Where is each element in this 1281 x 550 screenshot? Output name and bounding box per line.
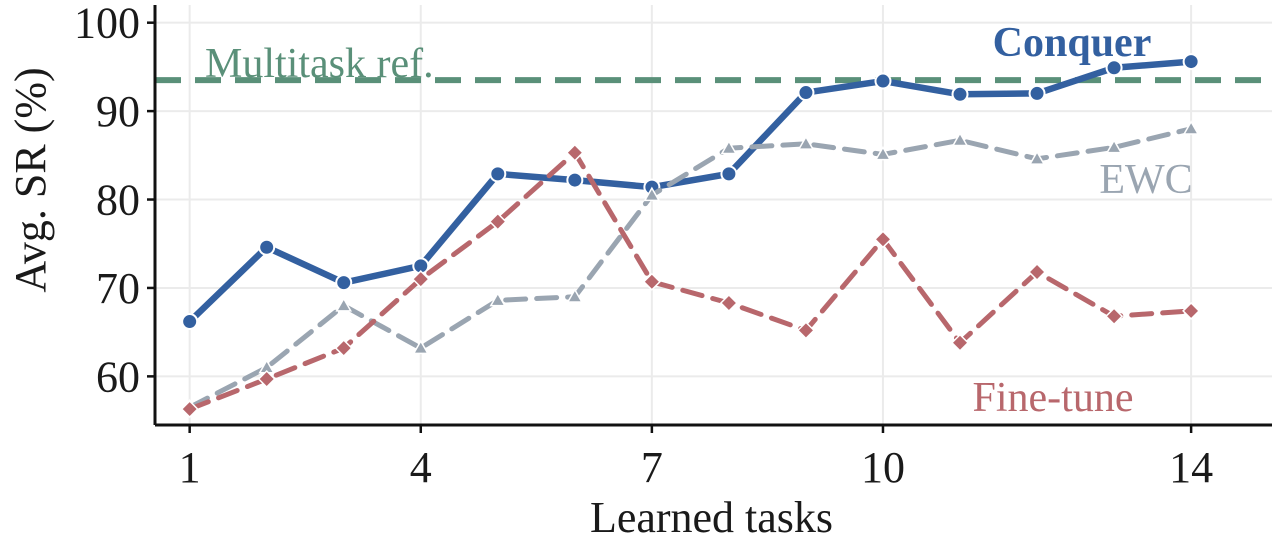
data-point-ewc <box>489 291 507 307</box>
data-point-ewc <box>1028 150 1046 165</box>
series-conquer <box>181 53 1200 331</box>
data-point-fine-tune <box>1182 301 1201 320</box>
y-tick-label: 60 <box>96 352 140 401</box>
series-line-fine-tune <box>187 150 1194 412</box>
data-point-fine-tune <box>796 321 816 340</box>
data-point-conquer <box>874 72 892 90</box>
axes <box>147 5 1272 433</box>
series-group <box>180 53 1201 419</box>
data-point-fine-tune <box>257 369 276 389</box>
data-point-ewc <box>720 139 738 155</box>
data-point-ewc <box>951 131 969 147</box>
data-point-fine-tune <box>180 400 199 419</box>
data-point-conquer <box>566 171 584 189</box>
series-label-conquer: Conquer <box>993 20 1152 66</box>
data-point-ewc <box>566 288 584 303</box>
data-point-ewc <box>874 145 892 161</box>
series-line-ewc <box>187 126 1194 410</box>
data-point-fine-tune <box>334 339 353 358</box>
data-point-ewc <box>412 339 430 355</box>
data-point-conquer <box>797 84 815 102</box>
data-point-fine-tune <box>1027 262 1047 282</box>
series-line-conquer <box>186 58 1195 325</box>
x-tick-label: 14 <box>1169 443 1213 492</box>
data-point-fine-tune <box>565 143 584 162</box>
x-tick-label: 7 <box>641 443 663 492</box>
series-ewc <box>181 120 1200 414</box>
data-point-fine-tune <box>719 293 738 313</box>
y-tick-label: 70 <box>96 264 140 313</box>
data-point-fine-tune <box>950 333 970 352</box>
data-point-ewc <box>335 297 353 312</box>
data-point-conquer <box>258 238 276 256</box>
y-axis-title: Avg. SR (%) <box>6 67 55 292</box>
data-point-ewc <box>1105 138 1123 154</box>
data-point-fine-tune <box>411 270 430 289</box>
x-tick-label: 1 <box>179 443 201 492</box>
data-point-fine-tune <box>488 212 507 231</box>
x-tick-label: 4 <box>410 443 432 492</box>
y-tick-label: 80 <box>96 176 140 225</box>
data-point-fine-tune <box>642 272 661 291</box>
series-fine-tune <box>180 143 1201 419</box>
y-tick-label: 90 <box>96 87 140 136</box>
data-point-conquer <box>1182 53 1200 71</box>
data-point-conquer <box>1028 84 1046 102</box>
data-point-fine-tune <box>873 230 893 249</box>
data-point-conquer <box>951 85 969 103</box>
series-label-fine-tune: Fine-tune <box>973 375 1134 421</box>
data-point-ewc <box>1182 120 1200 135</box>
data-point-fine-tune <box>1105 307 1124 326</box>
series-labels: Conquer EWC Fine-tune Multitask ref. <box>205 20 1193 421</box>
data-point-conquer <box>489 165 507 183</box>
data-point-conquer <box>335 274 353 292</box>
data-point-conquer <box>720 165 738 183</box>
x-tick-label: 10 <box>861 443 905 492</box>
x-axis-title: Learned tasks <box>590 493 833 542</box>
y-tick-label: 100 <box>74 0 140 48</box>
data-point-ewc <box>797 135 815 150</box>
reference-label: Multitask ref. <box>205 41 434 87</box>
data-point-ewc <box>643 186 661 202</box>
data-point-conquer <box>1105 59 1123 77</box>
series-label-ewc: EWC <box>1099 157 1192 203</box>
data-point-conquer <box>181 313 199 331</box>
